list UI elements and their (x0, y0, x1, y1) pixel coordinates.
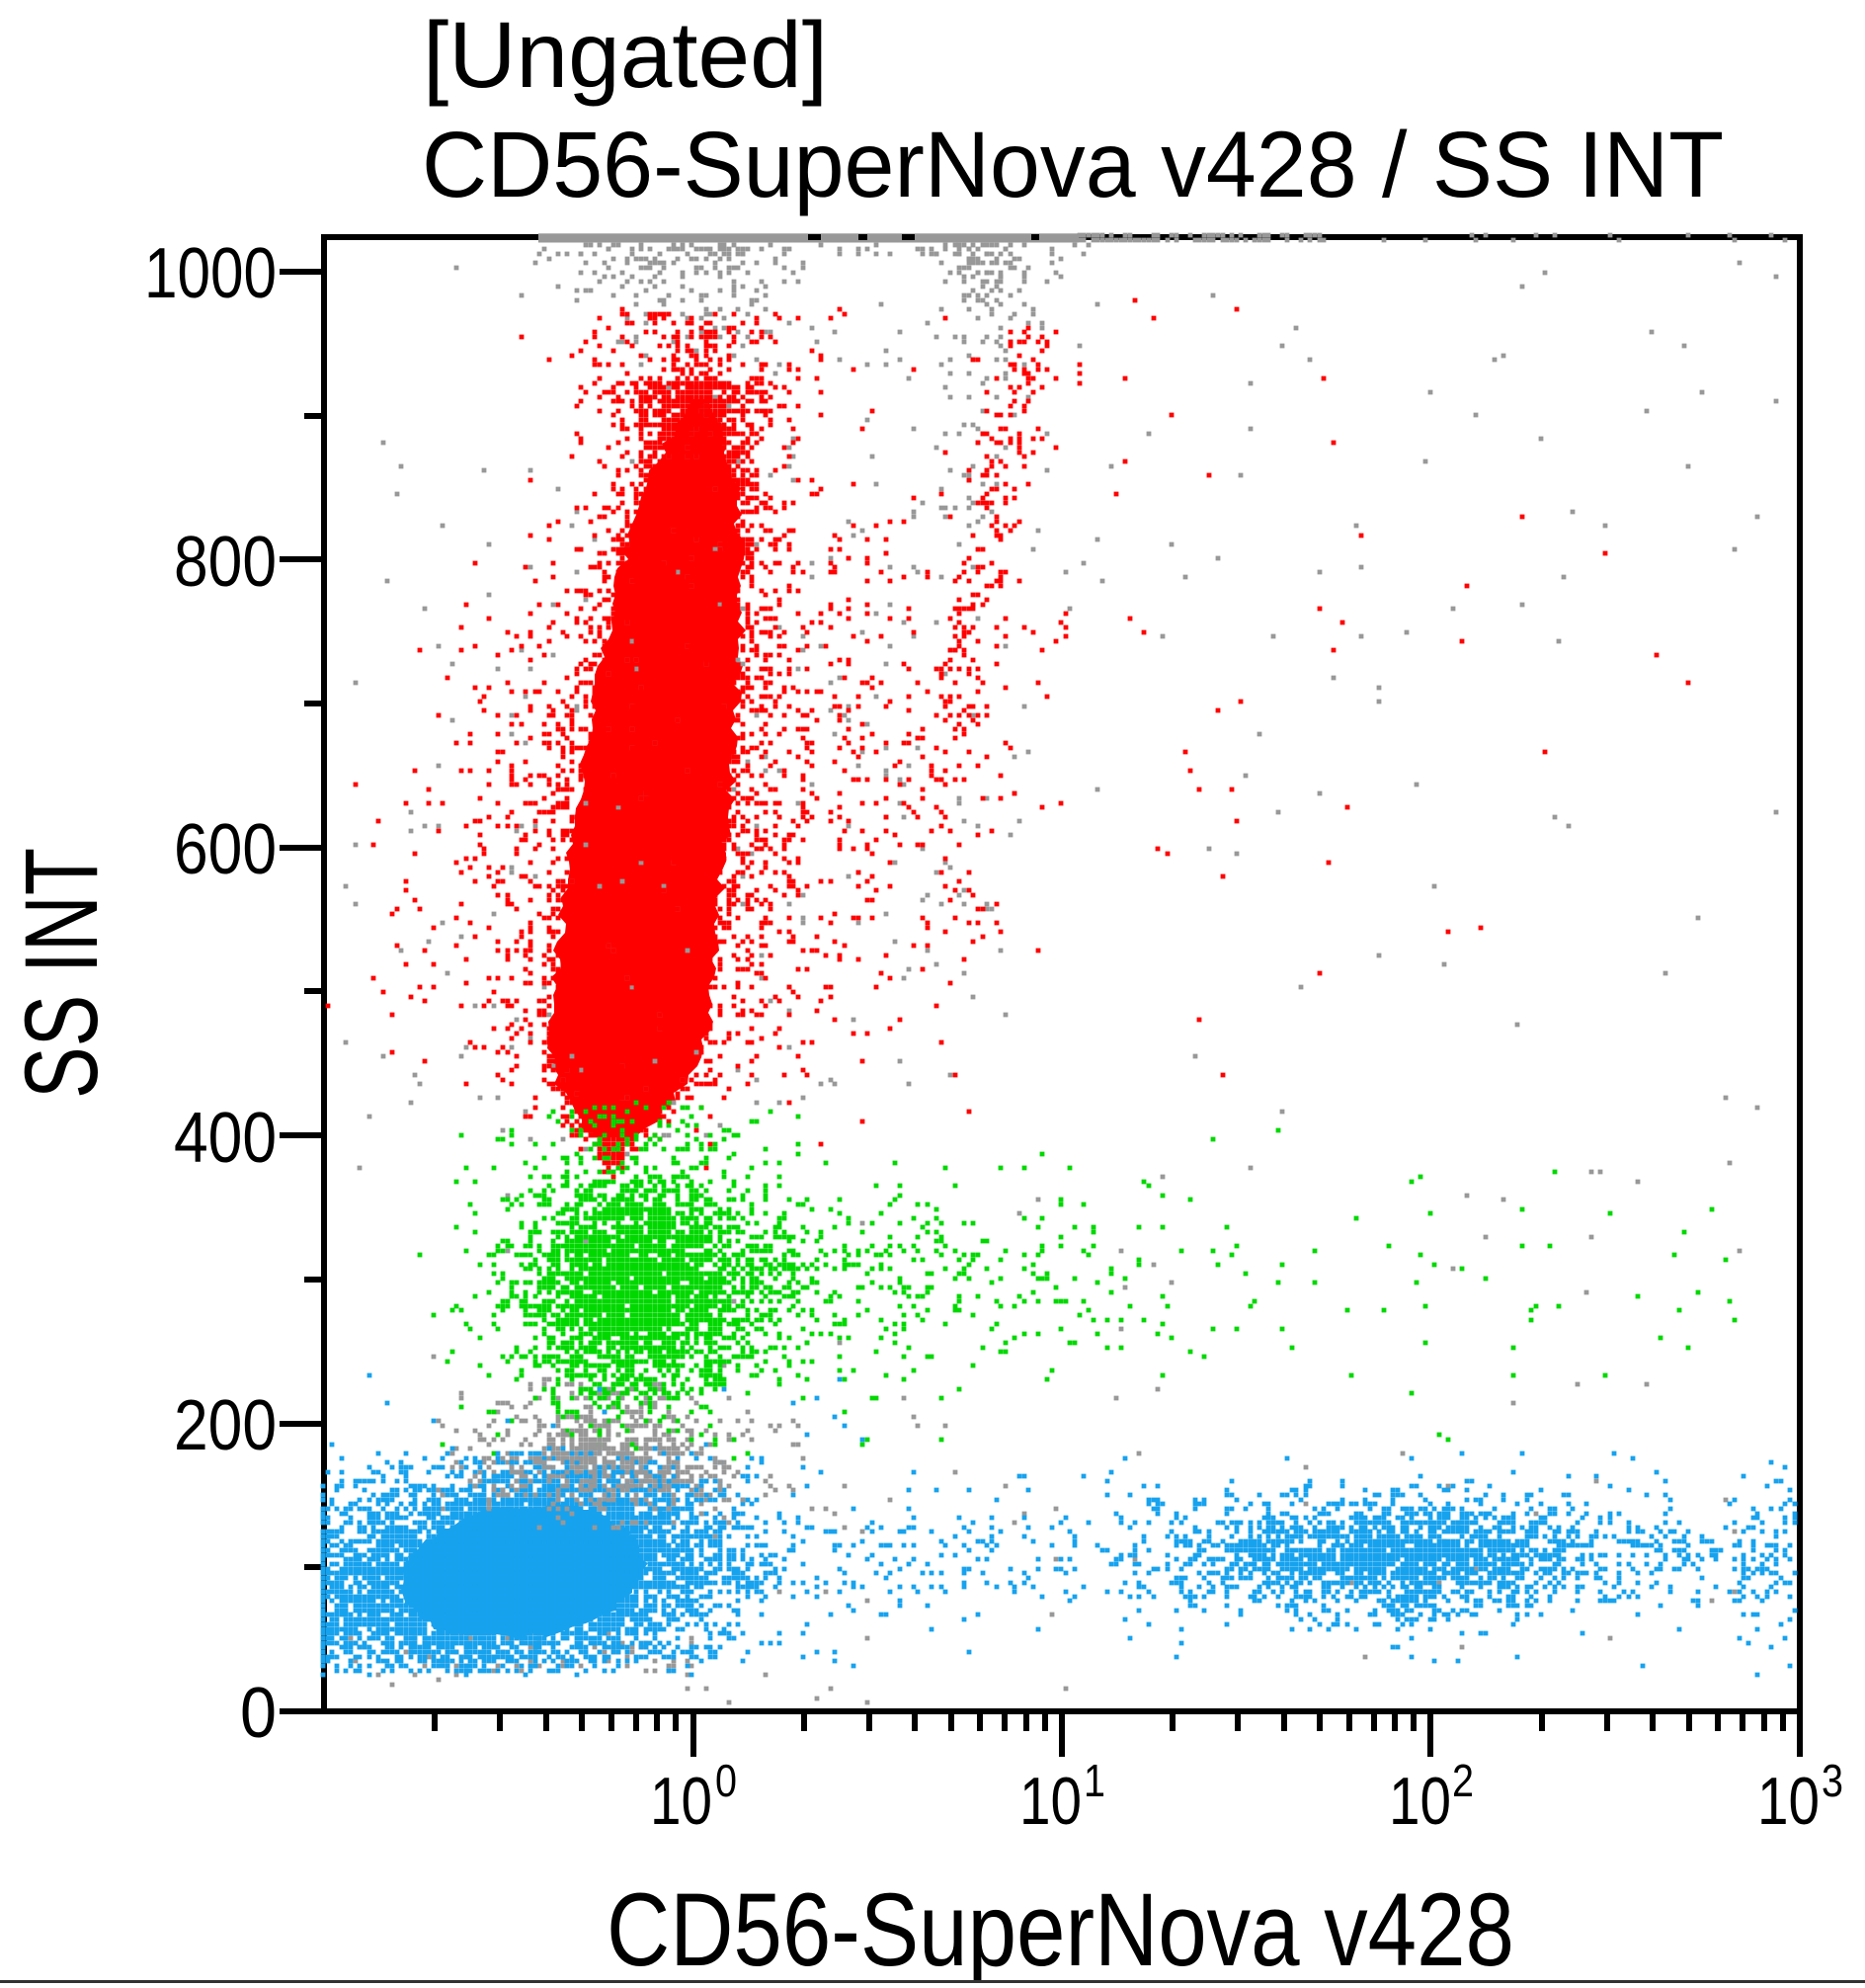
svg-text:10: 10 (1757, 1764, 1820, 1839)
svg-text:10: 10 (1389, 1764, 1451, 1839)
svg-text:200: 200 (174, 1386, 277, 1465)
svg-text:SS INT: SS INT (4, 848, 120, 1099)
svg-text:1: 1 (1084, 1755, 1105, 1806)
svg-text:CD56-SuperNova v428: CD56-SuperNova v428 (607, 1872, 1514, 1983)
svg-text:[Ungated]: [Ungated] (423, 3, 828, 108)
svg-text:800: 800 (174, 523, 277, 602)
svg-text:3: 3 (1822, 1755, 1843, 1806)
svg-text:CD56-SuperNova v428 / SS INT: CD56-SuperNova v428 / SS INT (422, 113, 1724, 217)
svg-text:2: 2 (1452, 1755, 1474, 1806)
svg-text:10: 10 (650, 1764, 712, 1839)
svg-text:10: 10 (1019, 1764, 1082, 1839)
svg-text:1000: 1000 (144, 234, 277, 313)
svg-text:600: 600 (174, 810, 277, 889)
svg-text:0: 0 (715, 1755, 737, 1806)
svg-text:0: 0 (240, 1674, 277, 1753)
svg-text:400: 400 (174, 1099, 277, 1178)
